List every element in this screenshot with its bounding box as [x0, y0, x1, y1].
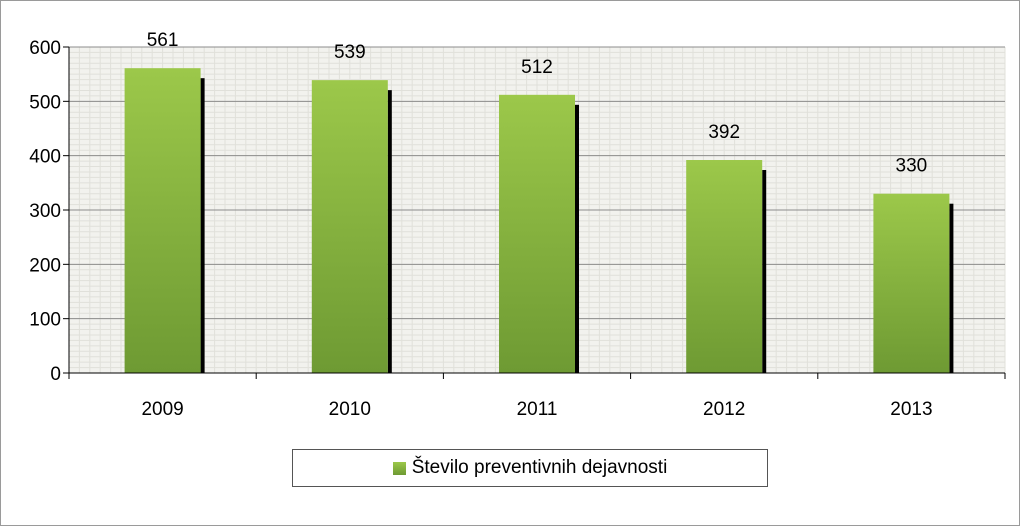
bar — [124, 68, 201, 373]
data-label: 512 — [521, 57, 553, 78]
bar — [686, 160, 763, 373]
legend-label: Število preventivnih dejavnosti — [411, 457, 668, 478]
legend: Število preventivnih dejavnosti — [292, 449, 768, 487]
data-label: 330 — [896, 156, 928, 177]
bar-shadow — [762, 170, 767, 373]
x-tick-label: 2011 — [517, 399, 558, 420]
labels: 0 100 200 300 400 500 600 561 2009 539 2010 512 2011… — [29, 30, 932, 420]
x-tick-label: 2010 — [329, 399, 371, 420]
x-tick-label: 2012 — [703, 399, 745, 420]
bar-shadow — [387, 90, 392, 373]
bars — [124, 68, 954, 374]
y-tick-label: 600 — [29, 38, 61, 59]
y-tick-label: 200 — [29, 255, 61, 276]
x-tick-label: 2009 — [141, 399, 183, 420]
bar-shadow — [575, 104, 579, 374]
bar — [311, 80, 388, 373]
legend-swatch — [392, 461, 406, 475]
data-label: 561 — [147, 30, 179, 51]
y-tick-label: 100 — [29, 310, 61, 331]
axes — [63, 46, 1006, 379]
bar — [873, 193, 950, 373]
x-tick-label: 2013 — [890, 399, 932, 420]
data-label: 539 — [334, 42, 366, 63]
y-tick-label: 400 — [29, 147, 61, 168]
y-tick-label: 300 — [29, 201, 61, 222]
bar-shadow — [949, 203, 954, 373]
data-label: 392 — [708, 122, 740, 143]
y-tick-label: 0 — [50, 364, 61, 385]
bar-shadow — [200, 78, 205, 373]
y-tick-label: 500 — [29, 92, 61, 113]
bar — [499, 94, 575, 374]
